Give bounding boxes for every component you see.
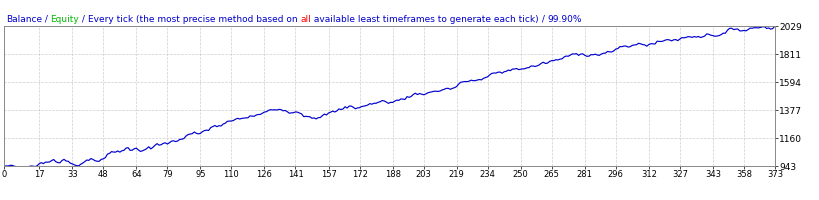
Text: 99.90%: 99.90% <box>547 15 581 24</box>
Text: Every tick (the most precise method based on: Every tick (the most precise method base… <box>88 15 301 24</box>
Text: Balance: Balance <box>6 15 42 24</box>
Text: /: / <box>538 15 547 24</box>
Text: /: / <box>79 15 88 24</box>
Text: /: / <box>42 15 51 24</box>
Text: all: all <box>301 15 311 24</box>
Text: Equity: Equity <box>51 15 79 24</box>
Text: available least timeframes to generate each tick): available least timeframes to generate e… <box>311 15 538 24</box>
